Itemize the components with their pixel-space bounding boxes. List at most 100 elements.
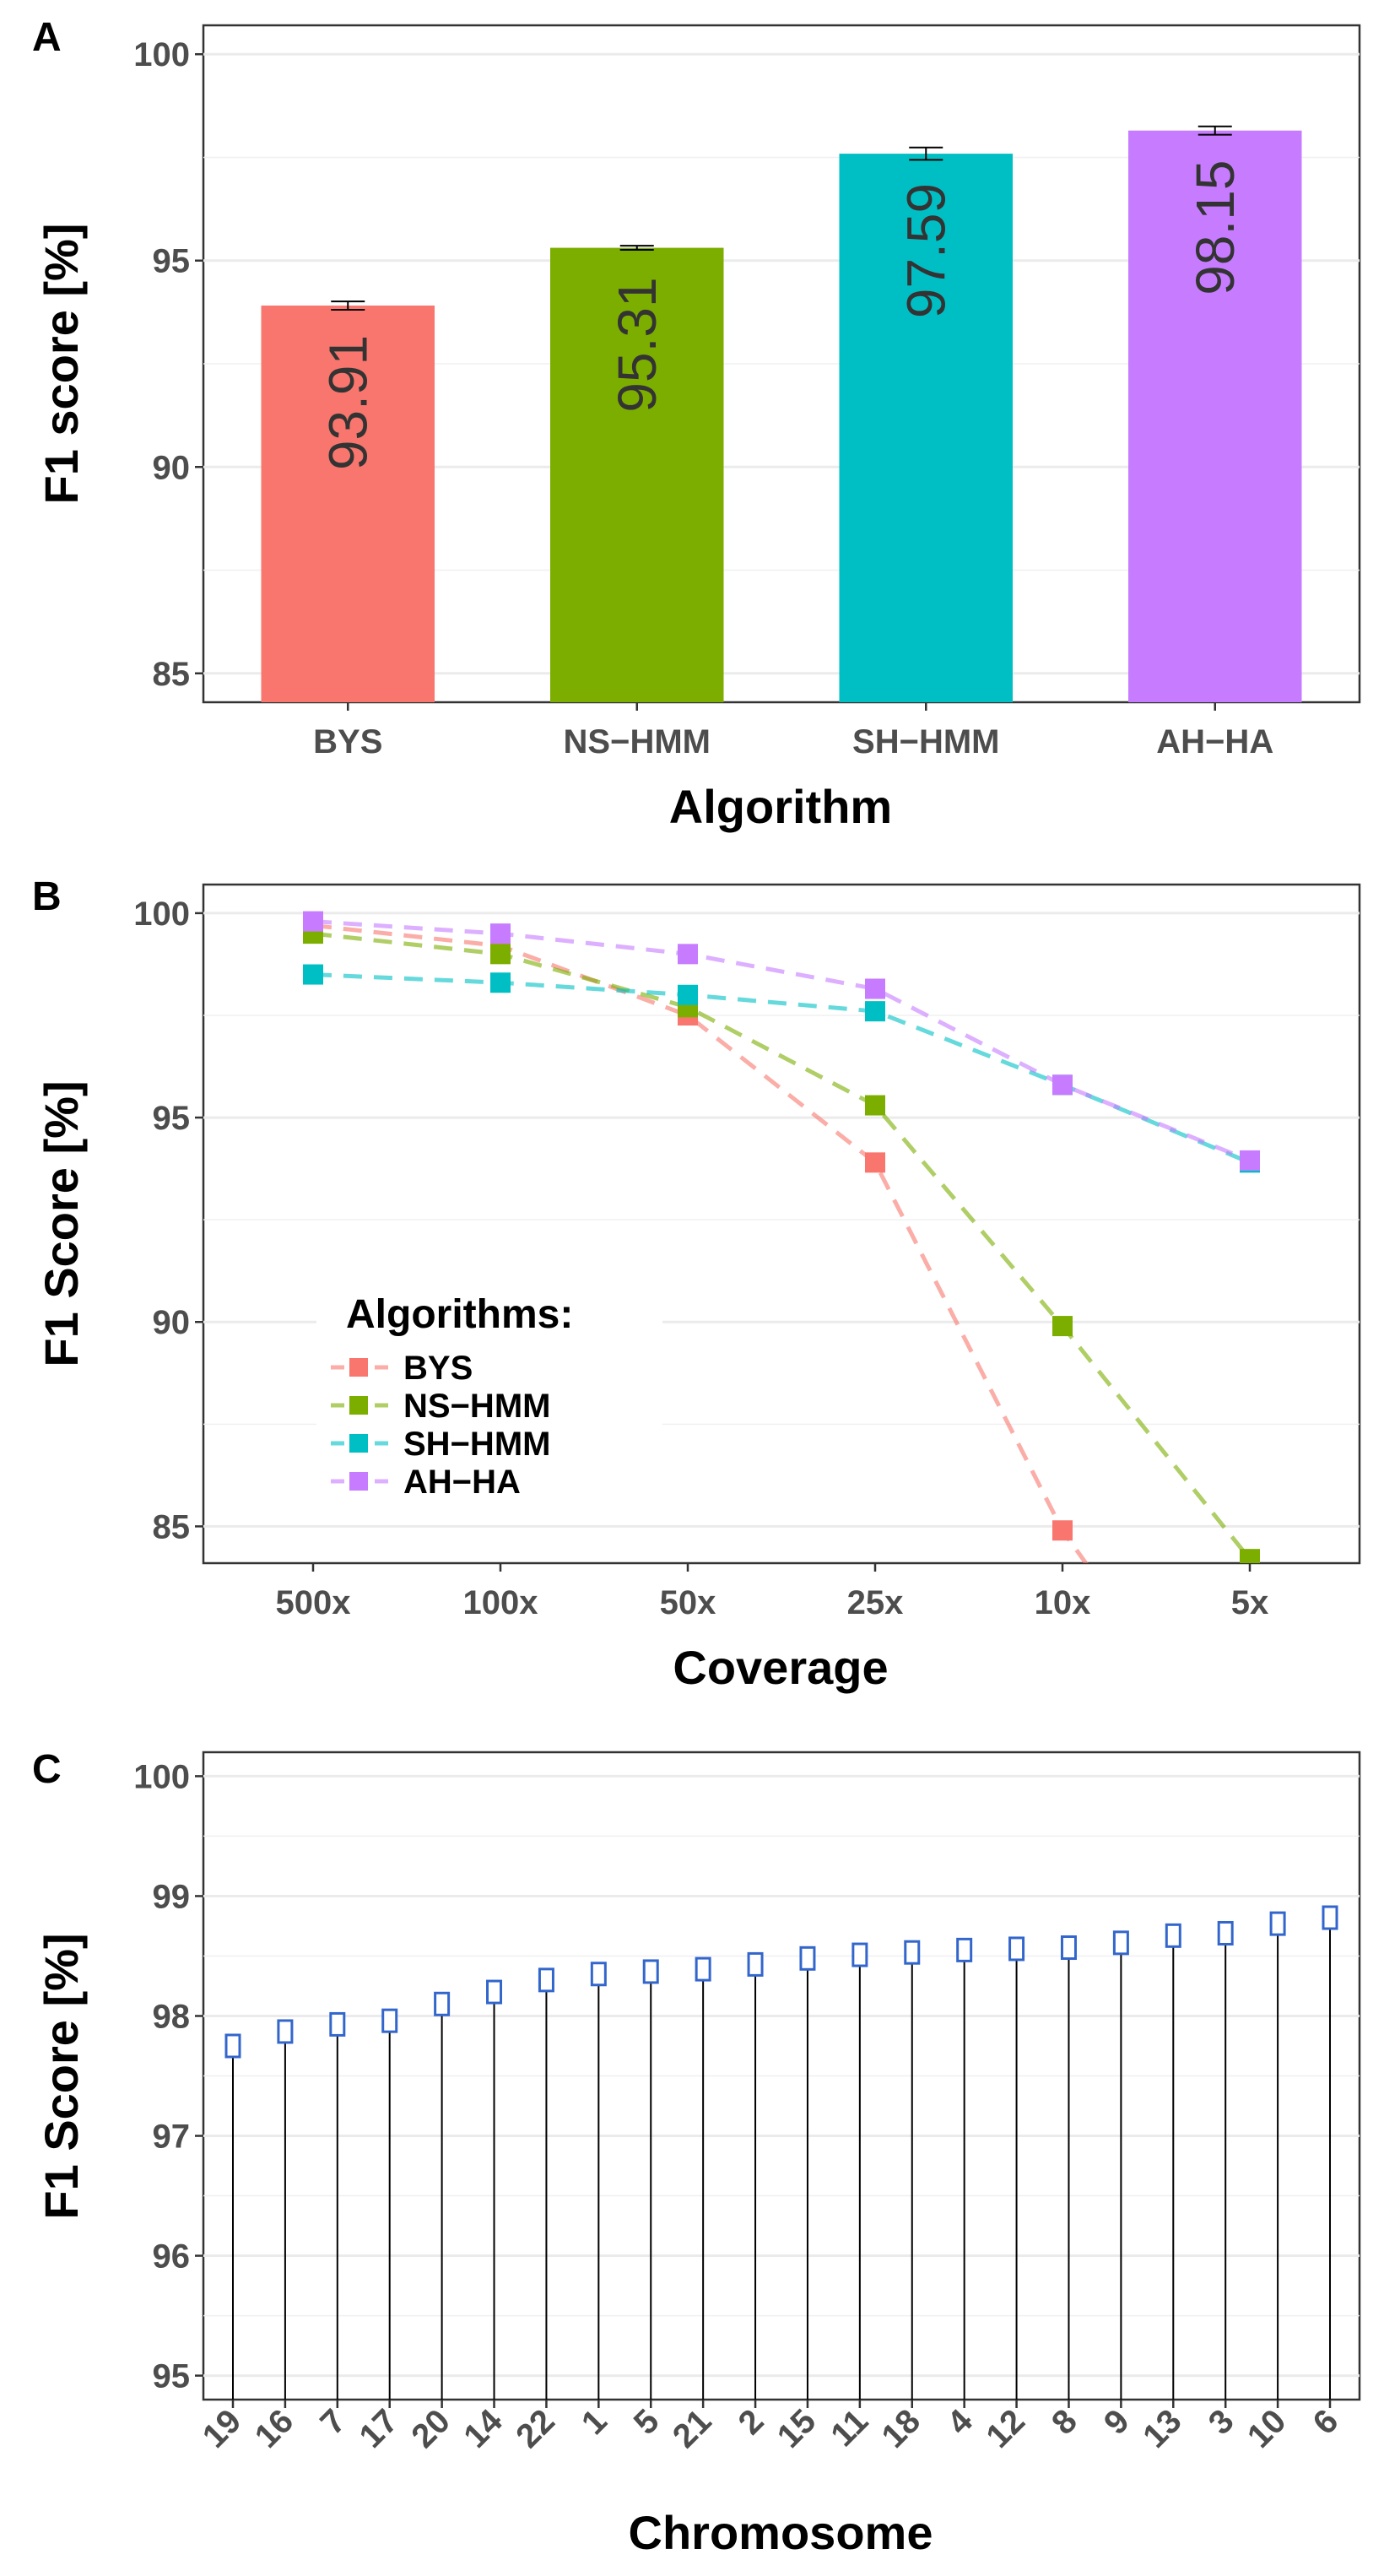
x-tick-label: 1 [575, 2402, 614, 2442]
panel-a-y-axis-title: F1 score [%] [35, 224, 88, 505]
point-chr-2 [747, 1951, 764, 1977]
panel-b-label: B [32, 874, 62, 919]
x-tick-label: 25x [847, 1584, 904, 1621]
error-bar-ns-hmm [619, 245, 654, 252]
y-tick-label: 85 [153, 656, 191, 693]
x-tick-label: 8 [1045, 2402, 1084, 2442]
legend-key-marker [349, 1396, 368, 1415]
point-ah-ha [490, 923, 511, 944]
point-chr-3 [1217, 1920, 1234, 1946]
point-chr-6 [1322, 1905, 1338, 1930]
panel-b-y-axis-title: F1 Score [%] [35, 1080, 88, 1366]
y-tick-label: 90 [153, 1304, 191, 1341]
x-tick-label: 5 [627, 2402, 667, 2442]
x-tick-label: 500x [276, 1584, 351, 1621]
error-bar-ah-ha [1197, 125, 1232, 136]
error-bar-bys [331, 300, 365, 311]
panel-b-series [303, 911, 1260, 1563]
panel-a: A 93.91 95.31 97.59 98.15 BYS NS−HMM SH−HMM AH… [32, 15, 1361, 833]
y-tick-label: 98 [153, 1998, 191, 2035]
point-chr-19 [224, 2033, 241, 2059]
x-tick-label: 6 [1306, 2402, 1346, 2442]
point-chr-1 [590, 1962, 607, 1987]
point-ah-ha [1240, 1150, 1260, 1171]
point-chr-16 [277, 2019, 294, 2044]
point-ns-hmm [865, 1095, 885, 1116]
point-bys [865, 1152, 885, 1173]
point-chr-8 [1060, 1935, 1077, 1961]
x-tick-label: 19 [196, 2402, 249, 2455]
point-chr-7 [329, 2011, 346, 2037]
point-chr-14 [486, 1979, 503, 2005]
panel-c-y-axis-title: F1 Score [%] [35, 1933, 88, 2219]
x-tick-label: 22 [509, 2402, 562, 2455]
x-tick-label: 18 [875, 2402, 928, 2455]
series-line-bys [312, 923, 1089, 1563]
point-chr-20 [434, 1991, 451, 2016]
point-chr-21 [695, 1956, 711, 1982]
point-chr-11 [851, 1942, 868, 1967]
y-tick-label: 96 [153, 2238, 191, 2276]
panel-a-ticks: BYS NS−HMM SH−HMM AH−HA 85 90 95 100 [133, 36, 1273, 760]
bar-sh-hmm [839, 154, 1013, 703]
x-tick-label: 3 [1202, 2402, 1241, 2442]
y-tick-label: 85 [153, 1508, 191, 1545]
bar-value-label: 97.59 [895, 183, 956, 318]
legend-item-ns-hmm: NS−HMM [331, 1388, 550, 1425]
point-ns-hmm [490, 944, 511, 965]
y-tick-label: 100 [133, 1758, 190, 1795]
legend-background [316, 1270, 662, 1494]
bar-value-label: 93.91 [317, 335, 378, 470]
x-tick-label: 5x [1231, 1584, 1269, 1621]
x-tick-label: 100x [463, 1584, 538, 1621]
series-line-sh-hmm [312, 972, 1251, 1165]
y-tick-label: 97 [153, 2119, 191, 2156]
point-sh-hmm [303, 964, 323, 985]
point-sh-hmm [490, 972, 511, 993]
legend-item-ah-ha: AH−HA [331, 1464, 521, 1501]
point-ah-ha [865, 978, 885, 999]
legend-title: Algorithms: [346, 1292, 573, 1337]
legend-key-marker [349, 1434, 368, 1453]
x-tick-label: 10x [1035, 1584, 1091, 1621]
point-chr-5 [642, 1959, 659, 1984]
point-chr-13 [1165, 1923, 1181, 1948]
x-tick-label: 14 [457, 2402, 510, 2455]
x-tick-label: BYS [313, 723, 382, 760]
point-chr-15 [799, 1946, 816, 1971]
bar-value-label: 98.15 [1185, 160, 1246, 295]
panel-c-x-axis-title: Chromosome [629, 2506, 933, 2559]
bar-ns-hmm [550, 247, 724, 703]
x-tick-label: 11 [824, 2402, 875, 2454]
legend-label: BYS [403, 1350, 473, 1387]
point-chr-9 [1112, 1930, 1129, 1956]
x-tick-label: SH−HMM [852, 723, 999, 760]
bar-bys [261, 306, 435, 702]
x-tick-label: 10 [1241, 2402, 1294, 2455]
error-bar-sh-hmm [909, 146, 943, 161]
point-chr-10 [1269, 1911, 1286, 1936]
legend-key-marker [349, 1358, 368, 1377]
x-tick-label: 15 [770, 2402, 824, 2455]
bar-value-label: 95.31 [607, 277, 668, 412]
x-tick-label: NS−HMM [564, 723, 711, 760]
panel-a-x-axis-title: Algorithm [669, 780, 892, 833]
panel-b-ticks: 500x 100x 50x 25x 10x 5x 85 90 95 100 [133, 896, 1268, 1621]
y-tick-label: 99 [153, 1878, 191, 1915]
point-ns-hmm [1052, 1316, 1073, 1337]
point-chr-12 [1008, 1936, 1025, 1962]
panel-c: C 19 16 7 17 20 14 22 1 5 21 2 15 11 18 4 12 8 9 13 3 10 6959… [32, 1747, 1361, 2559]
x-tick-label: 2 [732, 2402, 771, 2442]
point-ah-ha [303, 911, 323, 932]
y-tick-label: 95 [153, 243, 191, 280]
legend-item-sh-hmm: SH−HMM [331, 1426, 550, 1463]
legend-key-marker [349, 1472, 368, 1491]
point-chr-22 [538, 1967, 554, 1993]
x-tick-label: AH−HA [1156, 723, 1273, 760]
point-chr-18 [904, 1940, 921, 1965]
y-tick-label: 90 [153, 449, 191, 486]
x-tick-label: 17 [352, 2402, 405, 2455]
y-tick-label: 100 [133, 36, 190, 73]
